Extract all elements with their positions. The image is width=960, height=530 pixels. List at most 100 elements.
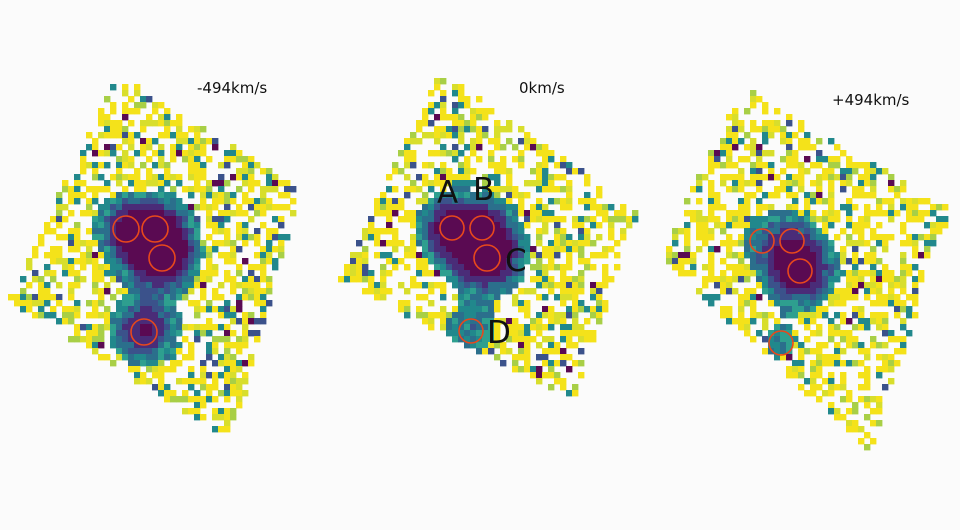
aperture-circle [148, 244, 176, 272]
map-pixel [708, 198, 715, 205]
map-pixel [548, 258, 555, 265]
map-pixel [780, 336, 787, 343]
map-pixel [572, 282, 579, 289]
map-pixel [152, 162, 159, 169]
map-pixel [744, 180, 751, 187]
map-pixel [738, 126, 745, 133]
map-pixel [218, 372, 225, 379]
map-pixel [470, 282, 477, 289]
map-pixel [810, 258, 817, 265]
map-pixel [834, 348, 841, 355]
map-pixel [566, 186, 573, 193]
map-pixel [464, 294, 471, 301]
map-pixel [566, 252, 573, 259]
map-pixel [768, 330, 775, 337]
map-pixel [236, 156, 243, 163]
map-pixel [194, 264, 201, 271]
map-pixel [696, 186, 703, 193]
map-pixel [62, 312, 69, 319]
map-pixel [74, 282, 81, 289]
map-pixel [410, 222, 417, 229]
map-pixel [152, 222, 159, 229]
map-pixel [864, 348, 871, 355]
map-pixel [762, 348, 769, 355]
map-pixel [726, 114, 733, 121]
map-pixel [476, 246, 483, 253]
map-pixel [386, 204, 393, 211]
map-pixel [164, 396, 171, 403]
map-pixel [206, 180, 213, 187]
map-pixel [464, 222, 471, 229]
map-pixel [266, 276, 273, 283]
map-pixel [386, 228, 393, 235]
map-pixel [200, 294, 207, 301]
map-pixel [506, 192, 513, 199]
map-pixel [786, 180, 793, 187]
map-pixel [470, 114, 477, 121]
map-pixel [236, 390, 243, 397]
map-pixel [434, 228, 441, 235]
map-pixel [750, 168, 757, 175]
map-pixel [458, 222, 465, 229]
map-pixel [278, 180, 285, 187]
map-pixel [170, 144, 177, 151]
map-pixel [614, 252, 621, 259]
map-pixel [368, 288, 375, 295]
map-pixel [726, 282, 733, 289]
map-pixel [152, 108, 159, 115]
map-pixel [116, 354, 123, 361]
map-pixel [900, 324, 907, 331]
map-pixel [242, 390, 249, 397]
map-pixel [840, 330, 847, 337]
map-pixel [110, 336, 117, 343]
map-pixel [434, 312, 441, 319]
map-pixel [260, 198, 267, 205]
map-pixel [68, 264, 75, 271]
map-pixel [260, 186, 267, 193]
map-pixel [32, 276, 39, 283]
map-pixel [804, 210, 811, 217]
map-pixel [792, 246, 799, 253]
map-pixel [864, 396, 871, 403]
map-pixel [822, 342, 829, 349]
map-pixel [882, 234, 889, 241]
map-pixel [224, 408, 231, 415]
map-pixel [14, 294, 21, 301]
map-pixel [134, 366, 141, 373]
map-pixel [732, 144, 739, 151]
map-pixel [566, 366, 573, 373]
map-pixel [194, 414, 201, 421]
map-pixel [236, 342, 243, 349]
map-pixel [362, 288, 369, 295]
map-pixel [224, 354, 231, 361]
map-pixel [864, 192, 871, 199]
map-pixel [708, 294, 715, 301]
map-pixel [726, 252, 733, 259]
map-pixel [476, 270, 483, 277]
map-pixel [56, 204, 63, 211]
map-pixel [608, 216, 615, 223]
map-pixel [74, 174, 81, 181]
map-pixel [428, 198, 435, 205]
map-pixel [840, 228, 847, 235]
map-pixel [506, 330, 513, 337]
map-pixel [146, 282, 153, 289]
map-pixel [440, 324, 447, 331]
map-pixel [726, 318, 733, 325]
map-pixel [74, 234, 81, 241]
map-pixel [816, 342, 823, 349]
map-pixel [762, 150, 769, 157]
map-pixel [590, 306, 597, 313]
map-pixel [62, 204, 69, 211]
map-pixel [410, 282, 417, 289]
map-pixel [242, 192, 249, 199]
map-pixel [230, 150, 237, 157]
map-pixel [906, 234, 913, 241]
map-pixel [846, 222, 853, 229]
map-pixel [518, 156, 525, 163]
map-pixel [566, 246, 573, 253]
map-pixel [536, 168, 543, 175]
map-pixel [92, 174, 99, 181]
map-pixel [266, 282, 273, 289]
map-pixel [518, 228, 525, 235]
